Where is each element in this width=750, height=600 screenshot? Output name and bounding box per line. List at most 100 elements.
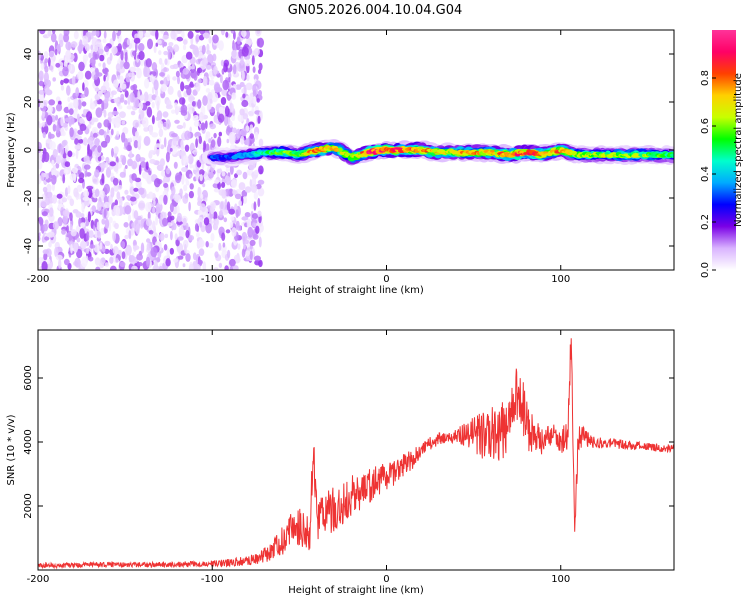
spectrogram-noise-cell [193, 120, 200, 127]
spectrogram-noise-cell [195, 138, 199, 149]
spectrogram-noise-cell [96, 221, 100, 231]
spectrogram-noise-cell [66, 225, 69, 233]
spectrogram-noise-cell [204, 197, 208, 202]
spectrogram-noise-cell [132, 84, 138, 90]
spectrogram-noise-cell [229, 221, 234, 228]
spectrogram-noise-cell [228, 131, 236, 143]
spectrogram-noise-cell [218, 106, 224, 114]
spectrogram-noise-cell [43, 71, 50, 83]
spectrogram-noise-cell [229, 120, 233, 128]
spectrogram-noise-cell [174, 119, 180, 124]
spectrogram-noise-cell [88, 230, 94, 239]
spectrogram-noise-cell [163, 137, 167, 148]
spectrogram-noise-cell [44, 84, 50, 94]
spectrogram-noise-cell [71, 75, 76, 86]
spectrogram-noise-cell [166, 74, 171, 82]
spectrogram-noise-cell [73, 242, 79, 253]
snr-y-tick-label: 6000 [23, 365, 34, 390]
spectrogram-noise-cell [104, 240, 111, 246]
spectrogram-noise-cell [103, 208, 107, 219]
spectrogram-noise-cell [120, 154, 124, 159]
spectrogram-noise-cell [62, 174, 66, 184]
spectrogram-noise-cell [195, 232, 200, 238]
snr-y-tick-label: 4000 [23, 429, 34, 454]
spectrogram-noise-cell [221, 182, 226, 188]
spectrogram-noise-cell [62, 209, 70, 217]
snr-series-line [38, 338, 674, 570]
spectrogram-noise-cell [136, 67, 142, 79]
spectrogram-noise-cell [63, 169, 69, 174]
spectrogram-noise-cell [51, 159, 55, 166]
spectrogram-noise-cell [184, 130, 191, 141]
spectrogram-noise-cell [44, 236, 50, 241]
spectrogram-noise-cell [218, 113, 225, 123]
spectrogram-noise-cell [152, 220, 156, 232]
spectrogram-noise-cell [135, 153, 141, 163]
spectrogram-x-ticks: -200 -100 0 100 [27, 30, 570, 285]
spectrogram-noise-cell [139, 57, 145, 67]
spectrogram-noise-cell [60, 79, 64, 86]
spectrogram-noise-cell [91, 127, 98, 134]
spectrogram-noise-cell [206, 103, 212, 110]
spectrogram-noise-cell [145, 202, 152, 212]
spectrogram-noise-cell [105, 156, 110, 163]
spectrogram-noise-cell [41, 121, 45, 128]
spectrogram-noise-cell [240, 135, 245, 145]
spectrogram-noise-cell [182, 263, 186, 268]
spectrogram-noise-cell [80, 93, 86, 98]
spectrogram-noise-cell [76, 113, 80, 123]
spectrogram-noise-cell [210, 139, 216, 148]
spectrogram-x-tick-label: 0 [383, 274, 389, 285]
spectrogram-noise-cell [43, 51, 49, 60]
spectrogram-noise-cell [224, 265, 229, 270]
spectrogram-noise-cell [193, 151, 197, 156]
spectrogram-noise-cell [83, 137, 88, 146]
spectrogram-noise-cell [181, 173, 185, 185]
spectrogram-noise-cell [236, 169, 243, 176]
spectrogram-noise-cell [104, 93, 109, 104]
figure-title: GN05.2026.004.10.04.G04 [288, 3, 463, 18]
spectrogram-noise-cell [98, 129, 105, 136]
spectrogram-noise-cell [67, 96, 71, 103]
spectrogram-noise-cell [120, 240, 126, 248]
spectrogram-noise-cell [167, 85, 174, 95]
spectrogram-noise-cell [103, 109, 107, 118]
spectrogram-noise-cell [147, 38, 153, 50]
spectrogram-noise-cell [64, 161, 71, 168]
spectrogram-noise-cell [188, 65, 193, 70]
colorbar: 0.0 0.2 0.4 0.6 0.8 Normalized spectral ampl… [700, 30, 744, 278]
snr-x-tick-label: -200 [27, 574, 50, 585]
spectrogram-noise-cell [148, 230, 154, 235]
spectrogram-noise-cell [128, 72, 134, 78]
spectrogram-noise-cell [78, 177, 85, 184]
spectrogram-noise-cell [41, 193, 46, 201]
snr-x-tick-label: 0 [383, 574, 389, 585]
spectrogram-noise-cell [169, 147, 173, 152]
spectrogram-noise-cell [114, 30, 119, 34]
spectrogram-noise-cell [248, 111, 254, 117]
spectrogram-noise-cell [158, 232, 165, 242]
spectrogram-noise-cell [189, 183, 194, 190]
spectrogram-noise-cell [165, 151, 170, 163]
spectrogram-noise-cell [249, 133, 254, 140]
spectrogram-noise-cell [132, 119, 140, 129]
spectrogram-noise-cell [255, 225, 260, 234]
snr-background [38, 330, 674, 570]
spectrogram-noise-cell [231, 227, 237, 237]
snr-y-label: SNR (10 * v/v) [6, 414, 17, 485]
spectrogram-noise-cell [123, 61, 130, 70]
spectrogram-noise-cell [54, 48, 58, 56]
spectrogram-noise-cell [257, 187, 265, 197]
spectrogram-noise-cell [82, 82, 85, 92]
spectrogram-noise-cell [197, 78, 202, 84]
spectrogram-noise-cell [131, 173, 137, 181]
spectrogram-noise-cell [96, 201, 102, 212]
spectrogram-noise-cell [221, 171, 226, 177]
spectrogram-noise-cell [70, 41, 78, 48]
spectrogram-noise-cell [158, 50, 162, 56]
spectrogram-noise-cell [89, 102, 96, 110]
spectrogram-noise-cell [87, 136, 94, 146]
spectrogram-noise-cell [164, 58, 168, 65]
spectrogram-noise-cell [241, 70, 245, 81]
spectrogram-noise-cell [56, 44, 61, 52]
